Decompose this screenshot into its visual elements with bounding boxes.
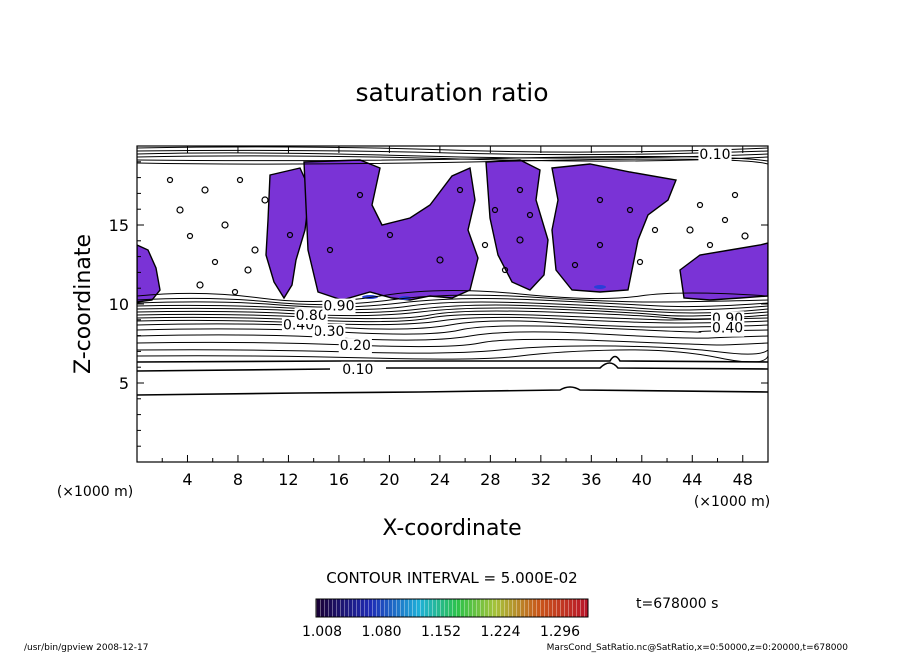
contour-interval-text: CONTOUR INTERVAL = 5.000E-02 (326, 569, 577, 587)
supersat-region (679, 242, 768, 301)
scattered-contours (166, 176, 749, 296)
colorbar-tick-label: 1.152 (421, 624, 461, 640)
contour-label: 0.80 (296, 308, 327, 324)
x-tick-label: 36 (581, 470, 601, 489)
x-tick-label: 24 (430, 470, 450, 489)
cloud-base-contours (137, 289, 768, 363)
plot-area (137, 146, 768, 462)
contour-labels: 0.100.200.300.400.800.900.900.400.10 (281, 146, 745, 378)
x-tick-label: 4 (182, 470, 192, 489)
x-tick-label: 12 (278, 470, 298, 489)
footer-right: MarsCond_SatRatio.nc@SatRatio,x=0:50000,… (547, 643, 849, 653)
chart-title: saturation ratio (355, 78, 548, 107)
x-tick-label: 48 (733, 470, 753, 489)
colorbar-tick-label: 1.224 (480, 624, 520, 640)
y-tick-label: 5 (119, 374, 129, 393)
contour-label: 0.90 (323, 299, 354, 315)
supersat-region (551, 163, 677, 293)
contour-label: 0.40 (712, 321, 743, 337)
contour-label: 0.20 (340, 338, 371, 354)
supersat-region (485, 159, 549, 291)
y-tick-label: 10 (109, 295, 129, 314)
x-tick-label: 8 (233, 470, 243, 489)
x-tick-label: 32 (531, 470, 551, 489)
colorbar: 1.008 1.080 1.152 1.224 1.296 (302, 598, 589, 640)
x-tick-label: 44 (682, 470, 702, 489)
supersat-region (303, 159, 479, 301)
y-unit-label: (×1000 m) (57, 484, 133, 500)
x-unit-label: (×1000 m) (694, 494, 770, 510)
x-tick-label: 40 (632, 470, 652, 489)
x-tick-label: 28 (480, 470, 500, 489)
x-tick-label: 16 (329, 470, 349, 489)
x-tick-label: 20 (379, 470, 399, 489)
y-tick-label: 15 (109, 216, 129, 235)
y-axis-ticks: 5 10 15 (109, 161, 768, 447)
time-text: t=678000 s (636, 596, 718, 612)
contour-label: 0.10 (342, 362, 373, 378)
contour-label: 0.10 (699, 147, 730, 163)
colorbar-tick-label: 1.296 (540, 624, 580, 640)
colorbar-tick-labels: 1.008 1.080 1.152 1.224 1.296 (302, 624, 580, 640)
contour-label: 0.30 (313, 324, 344, 340)
footer-left: /usr/bin/gpview 2008-12-17 (24, 643, 148, 653)
colorbar-tick-label: 1.008 (302, 624, 342, 640)
x-axis-ticks: 4 8 12 16 20 24 28 32 36 40 44 48 (161, 146, 753, 489)
major-contours (137, 355, 768, 396)
y-axis-label: Z-coordinate (71, 234, 96, 374)
supersat-region (137, 244, 161, 303)
x-axis-label: X-coordinate (382, 516, 521, 541)
colorbar-tick-label: 1.080 (361, 624, 401, 640)
